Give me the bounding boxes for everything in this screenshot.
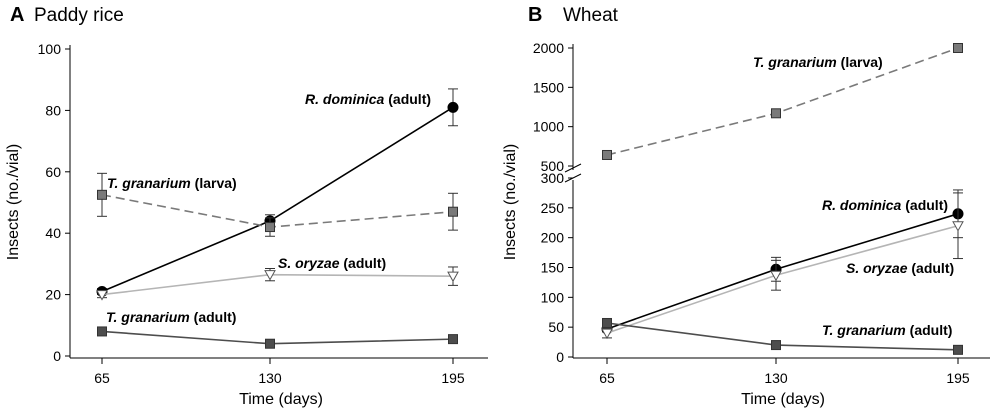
panel-b-label-s-oryzae: S. oryzae (adult) (846, 260, 954, 276)
series-t-granarium-adult-point (97, 326, 107, 337)
y-tick-label: 40 (45, 225, 61, 241)
series-t-granarium-larva-point (97, 189, 107, 200)
panel-a-y-label: Insects (no./vial) (5, 144, 22, 260)
series-t-granarium-larva (97, 172, 458, 237)
panel-b-title: Wheat (563, 5, 619, 26)
series-t-granarium-adult-point (602, 317, 612, 328)
y-tick-label: 500 (541, 158, 565, 174)
panel-b-label-r-dominica: R. dominica (adult) (822, 197, 948, 213)
y-tick-label: 1500 (533, 79, 564, 95)
panel-b-y-label: Insects (no./vial) (502, 144, 519, 260)
panel-a-label-t-granarium-adult: T. granarium (adult) (106, 309, 236, 325)
series-t-granarium-larva-point (265, 222, 275, 233)
series-t-granarium-larva-point (953, 43, 963, 53)
x-tick-label: 65 (599, 370, 615, 386)
panel-a-label-t-granarium-larva: T. granarium (larva) (107, 175, 237, 191)
series-s-oryzae-adult-point (447, 271, 459, 283)
x-tick-label: 195 (441, 370, 465, 386)
panel-a-label-r-dominica: R. dominica (adult) (305, 91, 431, 107)
panel-b-label-t-granarium-adult: T. granarium (adult) (822, 322, 952, 338)
y-tick-label: 150 (541, 260, 565, 276)
panel-b-label-t-granarium-larva: T. granarium (larva) (753, 54, 883, 70)
panel-a: A Paddy rice 0 20 40 60 80 100 65 130 195 Time … (5, 4, 488, 408)
panel-a-series (96, 88, 459, 349)
y-tick-label: 2000 (533, 40, 564, 56)
panel-b-axis-break-top (564, 163, 582, 173)
series-s-oryzae-adult-line (101, 273, 454, 296)
y-tick-label: 100 (38, 41, 62, 57)
y-tick-label: 300 (541, 170, 565, 186)
x-tick-label: 130 (764, 370, 788, 386)
panel-a-title: Paddy rice (34, 5, 124, 26)
y-tick-label: 80 (45, 102, 61, 118)
y-tick-label: 0 (53, 348, 61, 364)
series-t-granarium-larva (602, 43, 963, 160)
series-s-oryzae-adult-point (264, 270, 276, 281)
series-t-granarium-adult (602, 317, 963, 355)
series-t-granarium-larva-point (771, 108, 781, 119)
series-s-oryzae-adult-point (601, 328, 613, 340)
series-s-oryzae-adult-line (606, 224, 959, 334)
panel-b-series (601, 43, 964, 355)
series-s-oryzae-adult-point (770, 270, 782, 282)
series-t-granarium-adult-point (265, 338, 275, 349)
series-s-oryzae-adult-point (952, 221, 964, 232)
panel-b-letter: B (528, 4, 542, 26)
x-tick-label: 130 (258, 370, 282, 386)
series-t-granarium-adult-point (953, 344, 963, 355)
series-s-oryzae-adult (96, 266, 459, 301)
panel-a-x-label: Time (days) (239, 391, 323, 408)
x-tick-label: 65 (94, 370, 110, 386)
series-t-granarium-adult-line (101, 330, 454, 345)
panel-b-x-ticks: 65 130 195 (599, 358, 970, 386)
panel-b-x-label: Time (days) (741, 391, 825, 408)
y-tick-label: 200 (541, 230, 565, 246)
y-tick-label: 20 (45, 287, 61, 303)
panel-a-x-ticks: 65 130 195 (94, 358, 465, 386)
y-tick-label: 0 (556, 349, 564, 365)
x-tick-label: 195 (946, 370, 970, 386)
y-tick-label: 60 (45, 164, 61, 180)
series-t-granarium-adult-point (448, 334, 458, 345)
panel-a-letter: A (10, 4, 24, 26)
series-s-oryzae-adult (601, 192, 964, 340)
series-t-granarium-larva-point (602, 149, 612, 160)
y-tick-label: 50 (548, 319, 564, 335)
panel-a-y-ticks: 0 20 40 60 80 100 (38, 41, 70, 364)
y-tick-label: 250 (541, 200, 565, 216)
series-t-granarium-adult-point (771, 340, 781, 351)
series-r-dominica-adult-point (447, 101, 459, 113)
y-tick-label: 100 (541, 289, 565, 305)
y-tick-label: 1000 (533, 119, 564, 135)
series-t-granarium-adult (97, 326, 458, 349)
series-s-oryzae-adult-point (96, 290, 108, 301)
panel-a-label-s-oryzae: S. oryzae (adult) (278, 255, 386, 271)
series-t-granarium-larva-line (101, 194, 454, 228)
series-t-granarium-larva-point (448, 206, 458, 217)
